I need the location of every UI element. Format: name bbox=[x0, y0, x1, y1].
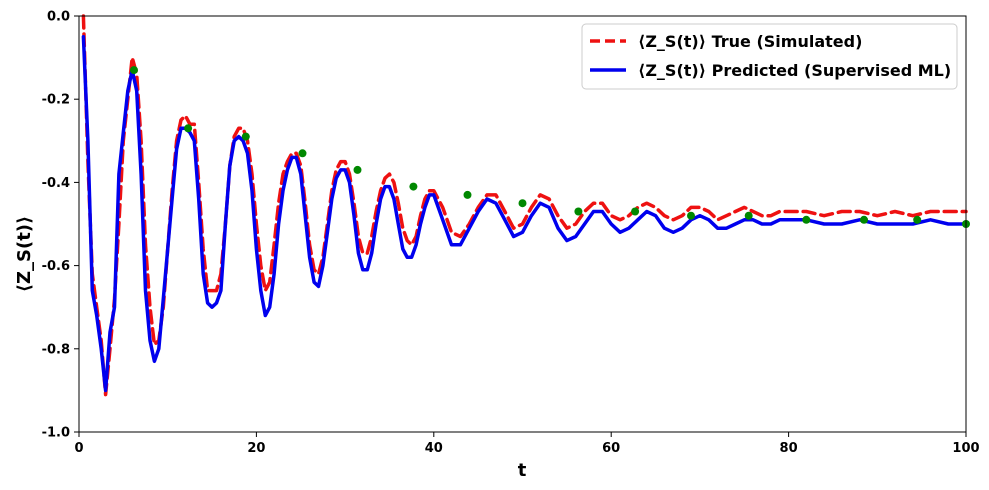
peak-marker bbox=[802, 215, 811, 224]
x-axis-ticks: 0 20 40 60 80 100 bbox=[74, 432, 980, 456]
peak-marker bbox=[860, 215, 868, 224]
y-tick-label: -0.4 bbox=[42, 176, 70, 191]
x-tick-label: 100 bbox=[952, 441, 979, 456]
y-tick-label: -1.0 bbox=[42, 426, 70, 441]
peak-marker bbox=[574, 207, 583, 216]
peak-marker bbox=[409, 182, 418, 191]
series-line-predicted bbox=[81, 35, 968, 393]
plot-frame bbox=[78, 15, 967, 433]
peak-marker bbox=[241, 132, 250, 141]
x-axis-title: t bbox=[518, 460, 527, 481]
y-axis-ticks: 0.0 -0.2 -0.4 -0.6 -0.8 -1.0 bbox=[42, 10, 79, 441]
y-tick-label: -0.6 bbox=[42, 259, 70, 274]
x-tick-label: 40 bbox=[425, 441, 443, 456]
peak-marker bbox=[463, 190, 472, 199]
x-tick-label: 80 bbox=[780, 441, 798, 456]
peak-marker bbox=[518, 199, 527, 208]
peak-marker bbox=[130, 66, 138, 75]
peak-marker bbox=[744, 211, 753, 220]
peak-marker bbox=[298, 149, 307, 158]
x-tick-label: 0 bbox=[74, 441, 83, 456]
y-tick-label: -0.8 bbox=[42, 342, 70, 357]
legend-box bbox=[581, 23, 958, 90]
x-tick-label: 20 bbox=[247, 441, 265, 456]
peak-marker bbox=[184, 124, 193, 133]
legend: ⟨Z_S(t)⟩ True (Simulated) ⟨Z_S(t)⟩ Predi… bbox=[581, 23, 958, 90]
y-tick-label: 0.0 bbox=[47, 10, 70, 25]
marker-layer bbox=[130, 66, 970, 228]
peak-marker bbox=[631, 207, 640, 216]
y-tick-label: -0.2 bbox=[42, 93, 70, 108]
peak-marker bbox=[687, 211, 695, 220]
peak-marker bbox=[913, 215, 922, 224]
y-axis-title: ⟨Z_S(t)⟩ bbox=[14, 216, 35, 293]
x-tick-label: 60 bbox=[602, 441, 620, 456]
legend-label-predicted: ⟨Z_S(t)⟩ Predicted (Supervised ML) bbox=[638, 61, 951, 80]
legend-label-true: ⟨Z_S(t)⟩ True (Simulated) bbox=[638, 32, 862, 51]
series-layer bbox=[81, 14, 968, 397]
peak-marker bbox=[353, 165, 362, 174]
